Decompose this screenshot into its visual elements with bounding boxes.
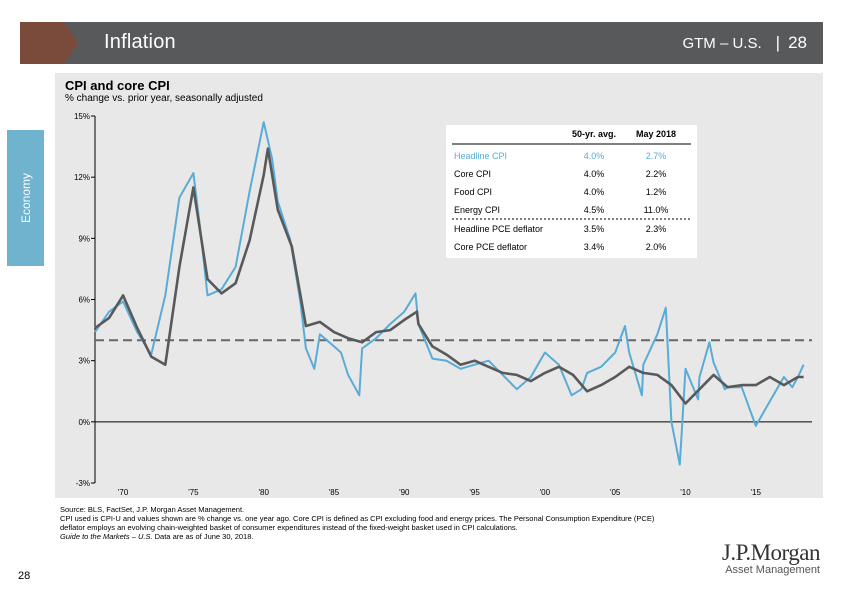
- chart-subtitle: % change vs. prior year, seasonally adju…: [65, 93, 263, 104]
- table-cell-label: Headline PCE deflator: [454, 224, 544, 234]
- table-cell-latest: 2.3%: [645, 224, 667, 234]
- table-header-row: 50-yr. avg. May 2018: [446, 125, 697, 143]
- logo-name: J.P.Morgan: [721, 540, 821, 565]
- definitions-note: CPI used is CPI-U and values shown are %…: [60, 514, 655, 532]
- x-tick-label: '90: [399, 488, 410, 497]
- table-rules: [452, 143, 691, 220]
- table-row: Headline CPI 4.0% 2.7%: [446, 147, 697, 165]
- y-tick-label: -3%: [76, 479, 90, 488]
- x-tick-label: '15: [751, 488, 762, 497]
- table-cell-avg: 4.0%: [583, 169, 605, 179]
- table-row: Core PCE deflator 3.4% 2.0%: [446, 238, 697, 256]
- brand-chevron-icon: [20, 22, 78, 64]
- y-tick-label: 0%: [78, 418, 90, 427]
- inflation-summary-table: 50-yr. avg. May 2018 Headline CPI 4.0% 2…: [446, 125, 697, 258]
- y-tick-label: 12%: [74, 173, 90, 182]
- table-cell-avg: 3.5%: [583, 224, 605, 234]
- table-row: Energy CPI 4.5% 11.0%: [446, 201, 697, 219]
- chart-notes: Source: BLS, FactSet, J.P. Morgan Asset …: [60, 505, 680, 541]
- as-of-date: Data are as of June 30, 2018.: [154, 532, 254, 541]
- y-tick-label: 3%: [78, 357, 90, 366]
- table-cell-avg: 4.5%: [583, 205, 605, 215]
- table-cell-avg: 3.4%: [583, 242, 605, 252]
- header-bar: Inflation GTM – U.S. | 28: [20, 22, 823, 64]
- core-cpi-line: [94, 147, 804, 405]
- y-tick-label: 15%: [74, 112, 90, 121]
- as-of-note: Guide to the Markets – U.S. Data are as …: [60, 532, 680, 541]
- chart-title: CPI and core CPI: [65, 78, 170, 93]
- table-header-latest: May 2018: [635, 129, 677, 139]
- table-header-avg: 50-yr. avg.: [571, 129, 617, 139]
- table-cell-latest: 1.2%: [645, 187, 667, 197]
- section-tab-economy[interactable]: Economy: [7, 130, 44, 266]
- page-number: 28: [18, 570, 31, 582]
- x-tick-label: '75: [188, 488, 199, 497]
- table-cell-label: Headline CPI: [454, 151, 508, 161]
- page-indicator: GTM – U.S. | 28: [682, 33, 807, 53]
- y-tick-label: 9%: [78, 234, 90, 243]
- table-cell-avg: 4.0%: [583, 151, 605, 161]
- page-title: Inflation: [104, 31, 176, 53]
- table-cell-avg: 4.0%: [583, 187, 605, 197]
- table-row: Core CPI 4.0% 2.2%: [446, 165, 697, 183]
- x-tick-label: '05: [610, 488, 621, 497]
- jpmorgan-logo: J.P.Morgan Asset Management: [700, 540, 821, 576]
- guide-title: Guide to the Markets – U.S.: [60, 532, 153, 541]
- table-row: Headline PCE deflator 3.5% 2.3%: [446, 220, 697, 238]
- table-cell-latest: 2.0%: [645, 242, 667, 252]
- x-tick-label: '70: [118, 488, 129, 497]
- header-divider: |: [775, 33, 781, 52]
- x-tick-label: '85: [329, 488, 340, 497]
- table-row: Food CPI 4.0% 1.2%: [446, 183, 697, 201]
- logo-sub: Asset Management: [725, 564, 820, 576]
- table-cell-label: Energy CPI: [454, 205, 501, 215]
- y-tick-label: 6%: [78, 296, 90, 305]
- table-cell-latest: 11.0%: [643, 205, 669, 215]
- source-note: Source: BLS, FactSet, J.P. Morgan Asset …: [60, 505, 245, 514]
- x-tick-label: '95: [469, 488, 480, 497]
- guide-label: GTM – U.S.: [682, 35, 762, 52]
- headline-cpi-line: [94, 121, 805, 466]
- table-cell-label: Food CPI: [454, 187, 493, 197]
- x-tick-label: '80: [258, 488, 269, 497]
- x-tick-label: '00: [540, 488, 551, 497]
- x-tick-label: '10: [680, 488, 691, 497]
- table-cell-label: Core PCE deflator: [454, 242, 528, 252]
- table-cell-latest: 2.7%: [645, 151, 667, 161]
- table-cell-label: Core CPI: [454, 169, 492, 179]
- page-number-header: 28: [788, 33, 807, 52]
- table-cell-latest: 2.2%: [645, 169, 667, 179]
